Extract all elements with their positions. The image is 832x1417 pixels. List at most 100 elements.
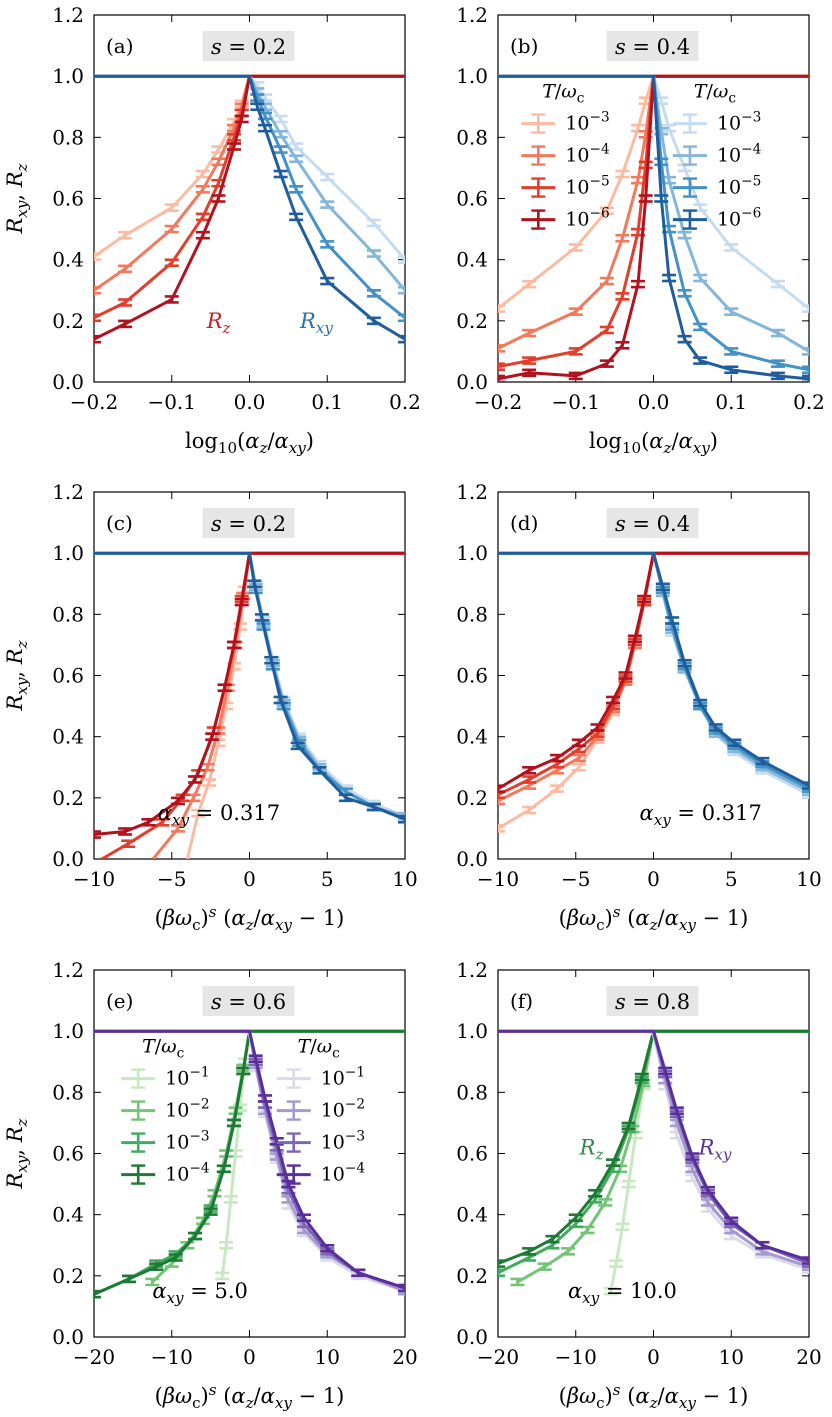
y-tick-label: 1.2 <box>52 3 84 27</box>
x-tick-label: −0.2 <box>474 390 523 414</box>
y-axis-label: Rxy, Rz <box>3 162 31 234</box>
y-tick-label: 0.6 <box>52 1142 84 1166</box>
y-tick-label: 0.6 <box>456 664 488 688</box>
x-tick-label: −10 <box>555 1345 597 1369</box>
legend-label: 10−2 <box>165 1097 209 1122</box>
y-tick-label: 0.0 <box>52 1325 84 1349</box>
x-tick-label: −20 <box>477 1345 519 1369</box>
annotation: Rz <box>206 309 232 337</box>
series-group <box>498 1029 809 1296</box>
legend-label: 10−2 <box>321 1097 365 1122</box>
x-tick-label: 0.0 <box>638 390 670 414</box>
x-tick-label: 5 <box>725 867 738 891</box>
series-line-rz-4 <box>498 1029 809 1265</box>
x-tick-label: −0.2 <box>70 390 119 414</box>
y-tick-label: 1.0 <box>52 64 84 88</box>
series-line-rz-3 <box>498 74 809 369</box>
series-line-rz-2 <box>498 74 809 350</box>
s-label: s = 0.4 <box>615 512 690 536</box>
series-line-rxy-2 <box>498 551 809 794</box>
series-line-rxy-1 <box>498 1029 809 1272</box>
y-tick-label: 0.2 <box>52 1264 84 1288</box>
y-tick-label: 0.8 <box>52 1080 84 1104</box>
y-tick-label: 0.4 <box>456 248 488 272</box>
s-label-box <box>606 31 699 61</box>
panel-b: 0.0 0.2 0.4 0.6 0.8 1.0 1.2 −0.2 −0.1 0.0 0.1 0.2 lo… <box>456 3 825 457</box>
legend-label: 10−6 <box>565 206 609 231</box>
series-line-rxy-3 <box>498 1029 809 1265</box>
legend-label: 10−1 <box>321 1065 365 1090</box>
legend-title: T/ωc <box>298 1036 341 1062</box>
y-tick-label: 0.4 <box>456 1203 488 1227</box>
series-line-rxy-2 <box>498 1029 809 1269</box>
panel-e: 0.0 0.2 0.4 0.6 0.8 1.0 1.2 −20 −10 0 10 20 (βωc)s (… <box>3 958 418 1412</box>
x-tick-label: 0.2 <box>793 390 825 414</box>
x-axis-label: log10(αz/αxy) <box>185 429 314 457</box>
y-tick-label: 0.8 <box>456 1080 488 1104</box>
series-group <box>498 74 809 382</box>
y-tick-label: 1.2 <box>52 958 84 982</box>
series-line-rxy-3 <box>498 551 809 791</box>
annotation: Rxy <box>698 1135 732 1163</box>
s-label: s = 0.2 <box>211 512 286 536</box>
s-label-box <box>202 508 295 538</box>
panel-tag: (e) <box>106 989 133 1013</box>
x-axis-label: (βωc)s (αz/αxy − 1) <box>155 903 345 934</box>
y-tick-label: 1.2 <box>456 958 488 982</box>
panel-c: 0.0 0.2 0.4 0.6 0.8 1.0 1.2 −10 −5 0 5 10 (βωc)s (αz… <box>3 480 418 934</box>
x-tick-label: −5 <box>561 867 590 891</box>
legend-title: T/ωc <box>694 81 737 107</box>
series-group <box>94 74 405 344</box>
y-tick-label: 1.0 <box>52 1019 84 1043</box>
s-label: s = 0.4 <box>615 35 690 59</box>
y-tick-label: 0.4 <box>456 725 488 749</box>
y-tick-label: 0.8 <box>456 602 488 626</box>
y-tick-label: 1.0 <box>52 541 84 565</box>
series-line-rxy-4 <box>498 551 809 787</box>
legend-label: 10−3 <box>321 1129 365 1154</box>
x-tick-label: −5 <box>157 867 186 891</box>
x-tick-label: 0.1 <box>715 390 747 414</box>
legend-label: 10−6 <box>717 206 761 231</box>
s-label: s = 0.2 <box>211 35 286 59</box>
legend-label: 10−5 <box>717 174 761 199</box>
y-tick-label: 0.2 <box>52 309 84 333</box>
y-tick-label: 0.0 <box>456 1325 488 1349</box>
y-tick-label: 0.4 <box>52 725 84 749</box>
y-tick-label: 0.2 <box>52 786 84 810</box>
series-line-rxy-4 <box>94 1029 405 1290</box>
x-tick-label: 0 <box>243 867 256 891</box>
x-tick-label: 20 <box>392 1345 417 1369</box>
annotation: αxy = 10.0 <box>568 1279 677 1307</box>
y-axis-label: Rxy, Rz <box>3 1117 31 1189</box>
x-axis-label: (βωc)s (αz/αxy − 1) <box>155 1381 345 1412</box>
axes-frame <box>93 14 406 383</box>
x-tick-label: 5 <box>321 867 334 891</box>
y-tick-label: 1.0 <box>456 1019 488 1043</box>
axes-frame <box>93 969 406 1338</box>
y-tick-label: 0.4 <box>52 1203 84 1227</box>
y-tick-label: 1.2 <box>456 480 488 504</box>
legend-label: 10−5 <box>565 174 609 199</box>
legend-title: T/ωc <box>142 1036 185 1062</box>
legend-1: T/ωc 10−1 10−2 10−3 10−4 <box>121 1036 210 1186</box>
panel-tag: (c) <box>106 511 133 535</box>
y-tick-label: 0.2 <box>456 1264 488 1288</box>
panel-tag: (a) <box>106 34 134 58</box>
y-tick-label: 0.2 <box>456 309 488 333</box>
panel-a: 0.0 0.2 0.4 0.6 0.8 1.0 1.2 −0.2 −0.1 0.0 0.1 0.2 lo… <box>3 3 421 457</box>
legend-2: T/ωc 10−3 10−4 10−5 10−6 <box>672 81 762 231</box>
y-tick-label: 0.2 <box>456 786 488 810</box>
x-tick-label: 0.0 <box>234 390 266 414</box>
legend-label: 10−3 <box>565 110 609 135</box>
y-tick-label: 1.0 <box>456 64 488 88</box>
series-line-rxy-1 <box>94 74 405 261</box>
x-tick-label: 20 <box>796 1345 821 1369</box>
x-axis-label: (βωc)s (αz/αxy − 1) <box>559 1381 749 1412</box>
annotation: Rxy <box>299 309 333 337</box>
y-tick-label: 0.8 <box>52 602 84 626</box>
y-tick-label: 1.2 <box>52 480 84 504</box>
legend-label: 10−4 <box>565 142 610 167</box>
panel-d: 0.0 0.2 0.4 0.6 0.8 1.0 1.2 −10 −5 0 5 10 (βωc)s (αz… <box>456 480 822 934</box>
